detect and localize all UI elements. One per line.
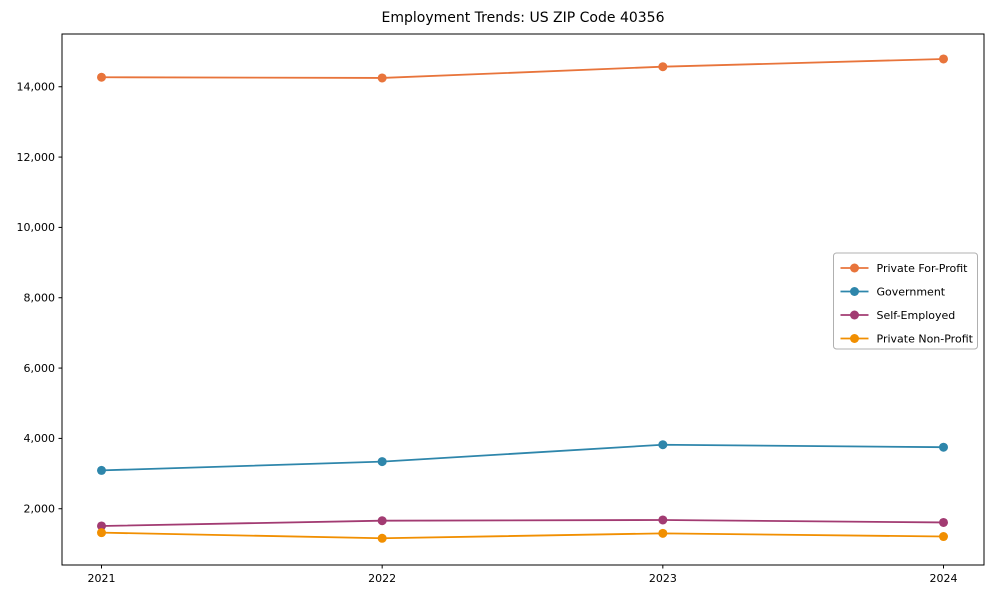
y-tick-label: 14,000 [17,81,56,94]
data-point [939,532,948,542]
data-point [97,528,106,538]
legend-label: Private For-Profit [877,262,969,275]
line-series-self-employed [101,519,944,527]
line-series-private-for-profit [101,58,944,79]
line-series-government [101,443,944,472]
x-tick-label: 2024 [930,572,958,585]
x-tick-label: 2022 [368,572,396,585]
legend-marker-icon [850,310,859,320]
legend-label: Self-Employed [877,309,956,322]
data-point [658,515,668,525]
data-point [97,72,106,82]
legend-marker-icon [850,263,859,273]
y-tick-label: 4,000 [24,432,56,445]
y-tick-label: 2,000 [24,503,56,516]
legend-marker-icon [850,287,859,296]
data-point [377,73,387,83]
line-series-private-non-profit [101,531,944,540]
legend-label: Government [877,285,946,298]
data-point [377,533,387,543]
axes-frame [61,33,985,566]
data-point [658,440,668,450]
data-point [377,457,387,467]
data-point [97,465,106,475]
data-point [939,517,948,527]
y-tick-label: 12,000 [17,151,56,164]
y-tick-label: 10,000 [17,221,56,234]
data-point [377,516,387,526]
data-point [658,62,668,72]
x-tick-label: 2021 [88,572,116,585]
y-tick-label: 6,000 [24,362,56,375]
legend-label: Private Non-Profit [877,332,974,345]
legend-marker-icon [850,334,859,343]
x-tick-label: 2023 [649,572,677,585]
legend-box [833,252,978,350]
data-point [939,442,948,452]
data-point [97,521,106,531]
plot-area: 2,000 4,000 6,000 8,000 10,000 12,000 14,000 20… [17,33,985,585]
data-point [939,54,948,64]
y-tick-label: 8,000 [24,292,56,305]
chart-title: Employment Trends: US ZIP Code 40356 [382,10,665,26]
data-point [658,528,668,538]
